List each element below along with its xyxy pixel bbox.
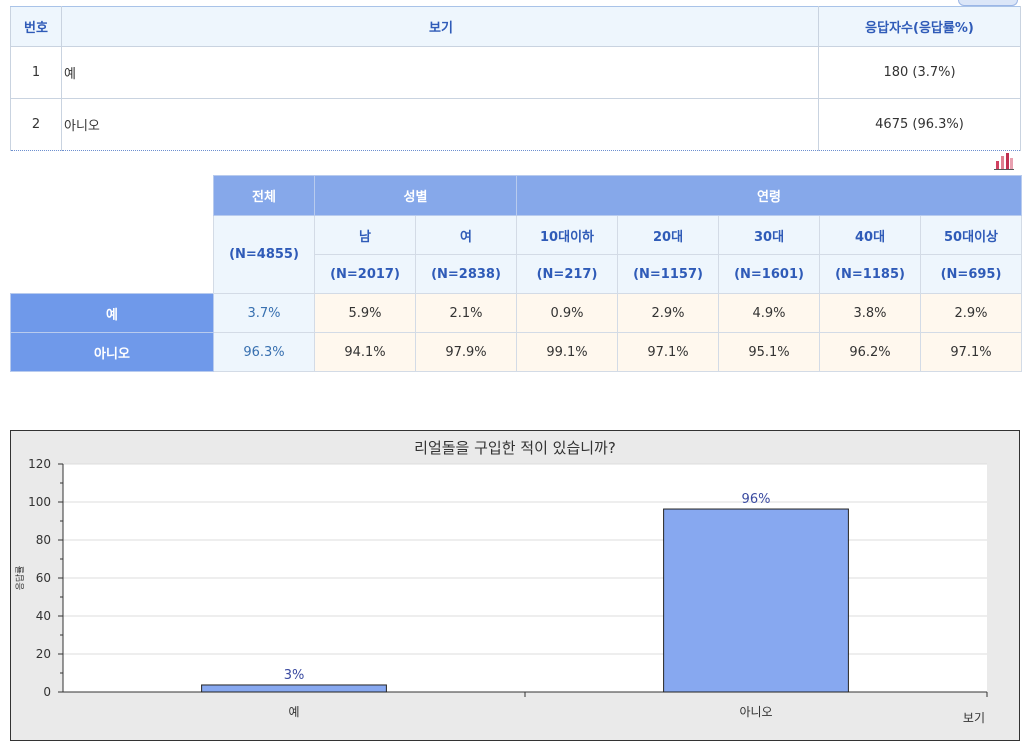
row-value: 4.9% <box>718 293 821 333</box>
bar-chart-icon[interactable] <box>993 152 1015 170</box>
subgroup-n: (N=217) <box>516 254 619 294</box>
responses-table: 번호 보기 응답자수(응답률%) 1 예 180 (3.7%) 2 아니오 46… <box>10 6 1021 151</box>
row-no: 2 <box>10 98 62 151</box>
subgroup-n: (N=2838) <box>414 254 518 294</box>
bar-data-label: 96% <box>742 492 771 507</box>
row-value: 2.9% <box>920 293 1023 333</box>
row-label: 아니오 <box>10 332 214 372</box>
y-tick-label: 0 <box>43 685 51 699</box>
row-value: 2.1% <box>414 293 518 333</box>
row-count: 4675 (96.3%) <box>818 98 1021 151</box>
group-total: 전체 <box>213 175 315 216</box>
subgroup-label: 10대이하 <box>516 215 619 255</box>
subgroup-label: 여 <box>414 215 518 255</box>
group-gender: 성별 <box>313 175 518 216</box>
blank-corner <box>10 175 214 294</box>
subgroup-label: 50대이상 <box>920 215 1023 255</box>
subgroup-n: (N=695) <box>920 254 1023 294</box>
row-value: 99.1% <box>516 332 619 372</box>
subgroup-n: (N=1157) <box>617 254 720 294</box>
total-n: (N=4855) <box>213 215 315 294</box>
subgroup-label: 20대 <box>617 215 720 255</box>
chart-title: 리얼돌을 구입한 적이 있습니까? <box>414 439 616 457</box>
x-tick-label: 아니오 <box>739 705 772 719</box>
header-option: 보기 <box>61 6 819 47</box>
row-value: 97.1% <box>920 332 1023 372</box>
subgroup-n: (N=2017) <box>314 254 416 294</box>
table-row: 1 예 180 (3.7%) <box>10 46 1021 99</box>
y-tick-label: 40 <box>36 609 51 623</box>
subgroup-label: 40대 <box>819 215 922 255</box>
y-tick-label: 20 <box>36 647 51 661</box>
y-axis-label: 응답률 <box>14 566 26 591</box>
row-value: 96.2% <box>819 332 922 372</box>
row-no: 1 <box>10 46 62 99</box>
bar-data-label: 3% <box>284 668 305 683</box>
bar <box>663 508 849 693</box>
row-value: 5.9% <box>314 293 416 333</box>
row-total: 96.3% <box>213 332 315 372</box>
y-tick-label: 100 <box>28 495 51 509</box>
y-tick-label: 80 <box>36 533 51 547</box>
row-option: 예 <box>61 46 819 99</box>
row-value: 94.1% <box>314 332 416 372</box>
x-axis-label: 보기 <box>963 711 985 725</box>
row-value: 0.9% <box>516 293 619 333</box>
subgroup-n: (N=1601) <box>718 254 821 294</box>
chart-panel: 리얼돌을 구입한 적이 있습니까? 0 20 40 60 80 100 120 3% 예 96% 아… <box>10 430 1020 741</box>
row-value: 97.9% <box>414 332 518 372</box>
responses-header-row: 번호 보기 응답자수(응답률%) <box>10 6 1021 47</box>
header-no: 번호 <box>10 6 62 47</box>
table-row: 2 아니오 4675 (96.3%) <box>10 98 1021 151</box>
group-age: 연령 <box>516 175 1023 216</box>
x-tick-label: 예 <box>288 705 299 719</box>
row-value: 2.9% <box>617 293 720 333</box>
y-tick-label: 120 <box>28 457 51 471</box>
row-option: 아니오 <box>61 98 819 151</box>
row-value: 95.1% <box>718 332 821 372</box>
bar <box>201 684 387 693</box>
table-row: 예 3.7% 5.9% 2.1% 0.9% 2.9% 4.9% 3.8% 2.9… <box>10 293 1023 333</box>
header-count: 응답자수(응답률%) <box>818 6 1021 47</box>
bar-chart: 0 20 40 60 80 100 120 3% 예 96% 아니오 보기 응답률 <box>14 457 988 725</box>
y-tick-label: 60 <box>36 571 51 585</box>
subgroup-label: 남 <box>314 215 416 255</box>
row-count: 180 (3.7%) <box>818 46 1021 99</box>
row-total: 3.7% <box>213 293 315 333</box>
row-label: 예 <box>10 293 214 333</box>
row-value: 3.8% <box>819 293 922 333</box>
crosstab-table: 전체 성별 연령 (N=4855) 남 여 10대이하 20대 30대 40대 … <box>10 175 1023 372</box>
row-value: 97.1% <box>617 332 720 372</box>
subgroup-label: 30대 <box>718 215 821 255</box>
table-row: 아니오 96.3% 94.1% 97.9% 99.1% 97.1% 95.1% … <box>10 332 1023 372</box>
subgroup-n: (N=1185) <box>819 254 922 294</box>
